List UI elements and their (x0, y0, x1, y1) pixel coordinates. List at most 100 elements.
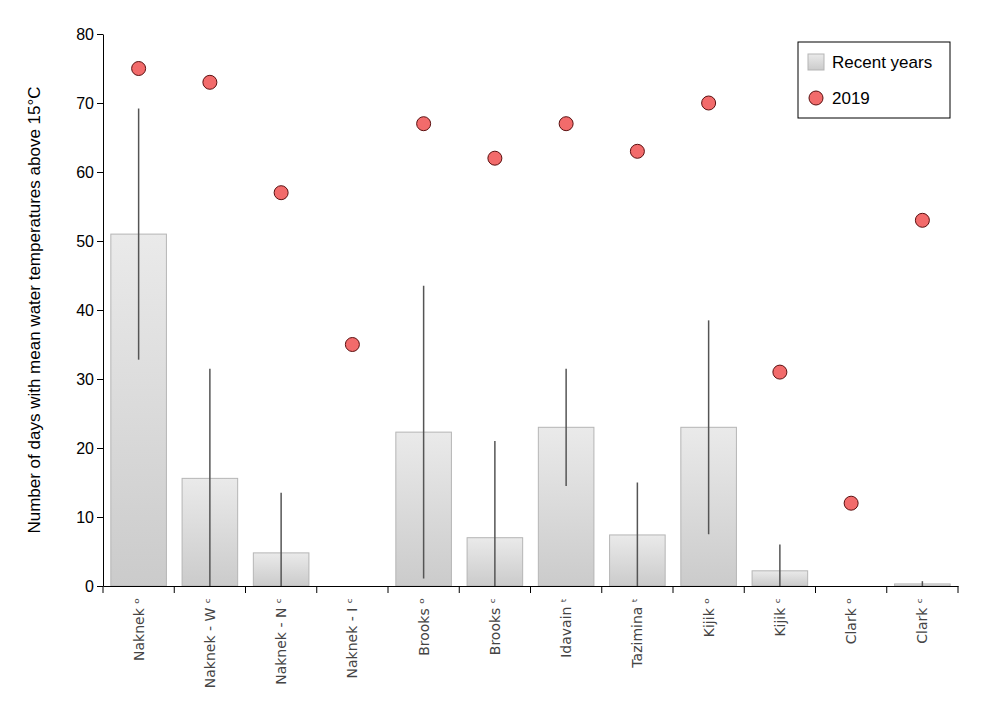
error-bar (280, 493, 282, 586)
y-tick-mark (97, 310, 103, 311)
bar (823, 586, 879, 587)
x-tick-label: Naknek - I ᶜ (344, 598, 360, 678)
x-tick: Idavain ᵗ (558, 586, 574, 658)
y-tick: 0 (85, 578, 103, 595)
x-tick-label: Tazimina ᵗ (629, 598, 645, 669)
error-bar (637, 483, 639, 587)
legend-swatch (808, 54, 824, 70)
x-separator (245, 586, 246, 593)
x-tick: Tazimina ᵗ (629, 586, 645, 669)
point (488, 151, 502, 165)
x-separator (174, 586, 175, 593)
y-tick-label: 10 (76, 509, 94, 526)
x-tick: Kijik ᵒ (701, 586, 717, 637)
x-separator (601, 586, 602, 593)
legend-box (798, 42, 950, 118)
point (773, 365, 787, 379)
y-tick-mark (97, 586, 103, 587)
legend-label: Recent years (832, 53, 932, 72)
x-separator (459, 586, 460, 593)
error-bar (209, 369, 211, 586)
x-tick: Clark ᵒ (843, 586, 859, 644)
y-tick: 60 (76, 164, 103, 181)
x-separator (388, 586, 389, 593)
x-tick-label: Kijik ᶜ (772, 598, 788, 637)
y-tick: 30 (76, 371, 103, 388)
x-tick-label: Kijik ᵒ (701, 598, 717, 637)
x-tick-label: Naknek - W ᶜ (202, 598, 218, 688)
error-bar (565, 369, 567, 486)
y-tick-mark (97, 517, 103, 518)
x-tick-label: Brooks ᵒ (416, 598, 432, 656)
y-axis-line (103, 35, 104, 587)
bar (325, 586, 381, 587)
x-separator (530, 586, 531, 593)
y-tick: 40 (76, 302, 103, 319)
y-tick: 50 (76, 233, 103, 250)
y-tick-label: 60 (76, 164, 94, 181)
error-bar (494, 441, 496, 586)
x-tick-label: Clark ᶜ (914, 598, 930, 644)
y-tick-mark (97, 34, 103, 35)
error-bar (922, 581, 924, 586)
y-tick-label: 20 (76, 440, 94, 457)
x-tick: Naknek - N ᶜ (273, 586, 289, 685)
plot-area: 01020304050607080Naknek ᵒNaknek - W ᶜNak… (76, 26, 958, 689)
y-tick-label: 70 (76, 95, 94, 112)
x-separator (103, 586, 104, 593)
data-layer (111, 62, 950, 587)
point (844, 496, 858, 510)
y-tick-mark (97, 379, 103, 380)
y-tick: 80 (76, 26, 103, 43)
point (274, 186, 288, 200)
x-tick-label: Naknek - N ᶜ (273, 598, 289, 685)
legend: Recent years 2019 (798, 42, 950, 118)
x-tick: Kijik ᶜ (772, 586, 788, 637)
point (417, 117, 431, 131)
y-tick-mark (97, 448, 103, 449)
y-tick-label: 80 (76, 26, 94, 43)
error-bar (779, 545, 781, 586)
x-tick-label: Naknek ᵒ (131, 598, 147, 661)
legend-label: 2019 (832, 89, 870, 108)
y-axis: 0 10 20 30 40 50 60 70 80 (76, 26, 103, 595)
legend-swatch (809, 91, 823, 105)
x-separator (316, 586, 317, 593)
y-tick: 20 (76, 440, 103, 457)
series-0 (111, 109, 950, 586)
error-bar (138, 109, 140, 360)
y-tick-label: 50 (76, 233, 94, 250)
chart: 01020304050607080Naknek ᵒNaknek - W ᶜNak… (0, 0, 1000, 719)
x-axis: Naknek ᵒ Naknek - W ᶜ Naknek - N ᶜ Naknek -… (104, 586, 959, 688)
x-separator (815, 586, 816, 593)
series-1 (132, 62, 930, 511)
x-tick-label: Idavain ᵗ (558, 598, 574, 658)
x-tick: Brooks ᵒ (416, 586, 432, 656)
y-tick-label: 40 (76, 302, 94, 319)
x-tick: Naknek ᵒ (131, 586, 147, 661)
x-tick-label: Brooks ᶜ (487, 598, 503, 655)
x-separator (886, 586, 887, 593)
error-bar (423, 286, 425, 579)
y-tick-label: 0 (85, 578, 94, 595)
x-separator (673, 586, 674, 593)
y-tick-label: 30 (76, 371, 94, 388)
point (345, 338, 359, 352)
point (915, 213, 929, 227)
y-tick-mark (97, 241, 103, 242)
y-tick: 70 (76, 95, 103, 112)
y-axis-title: Number of days with mean water temperatu… (25, 86, 44, 533)
point (702, 96, 716, 110)
y-tick: 10 (76, 509, 103, 526)
y-tick-mark (97, 172, 103, 173)
error-bar (708, 320, 710, 534)
point (559, 117, 573, 131)
point (132, 62, 146, 76)
y-tick-mark (97, 103, 103, 104)
x-separator (958, 586, 959, 593)
point (630, 144, 644, 158)
point (203, 75, 217, 89)
x-tick: Naknek - I ᶜ (344, 586, 360, 678)
x-tick: Clark ᶜ (914, 586, 930, 644)
x-separators (103, 586, 958, 593)
